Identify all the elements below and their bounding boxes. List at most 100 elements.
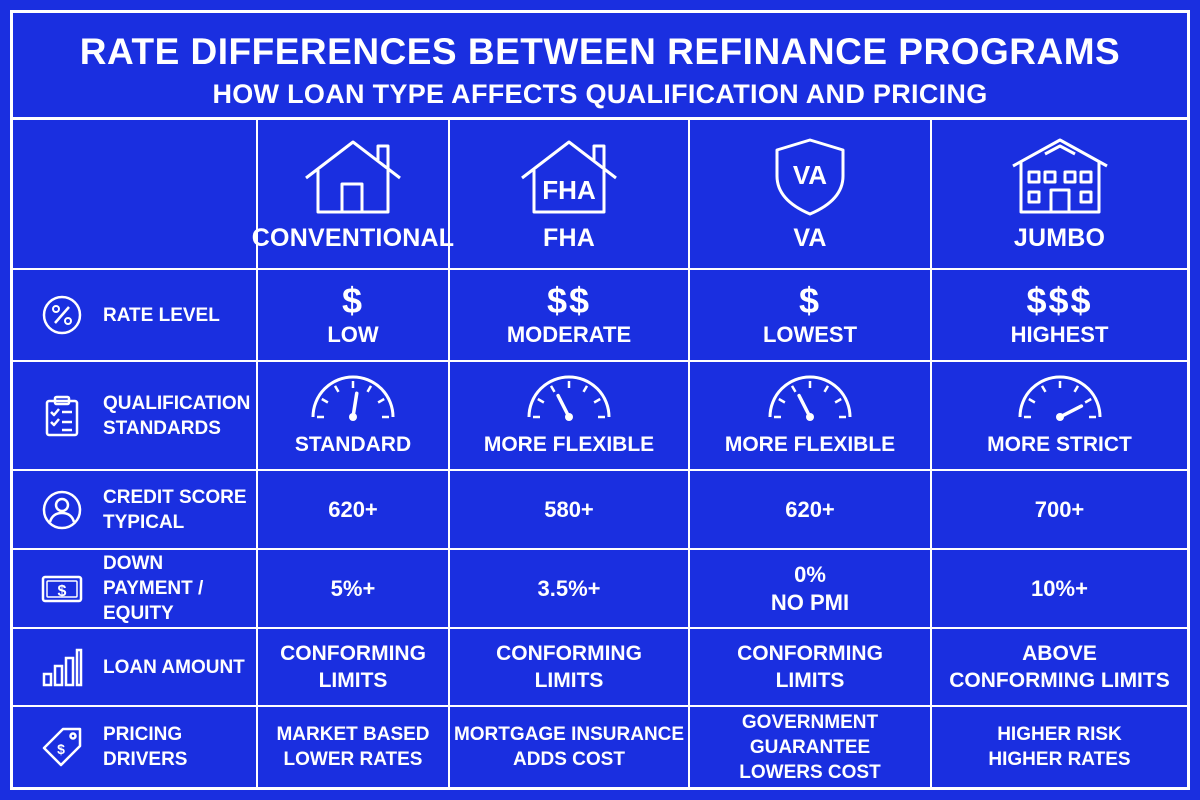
gauge-tick	[1072, 385, 1079, 393]
page-title: RATE DIFFERENCES BETWEEN REFINANCE PROGR…	[79, 31, 1121, 72]
qualification-value: STANDARD	[294, 433, 412, 456]
gauge-tick	[333, 385, 340, 393]
gauge-tick	[790, 385, 797, 393]
program-header-va: VA VA	[690, 120, 932, 270]
gauge-hub	[806, 413, 814, 421]
program-name: JUMBO	[1013, 223, 1106, 252]
down-payment-va: 0% NO PMI	[690, 550, 932, 629]
credit-score-fha: 580+	[450, 471, 690, 550]
qualification-fha: MORE FLEXIBLE	[450, 362, 690, 471]
credit-score-value: 580+	[544, 496, 594, 522]
gauge-icon	[311, 375, 395, 421]
qualification-conventional: STANDARD	[258, 362, 450, 471]
qualification-va: MORE FLEXIBLE	[690, 362, 932, 471]
qualification-value: MORE FLEXIBLE	[724, 433, 896, 456]
gauge-icon	[527, 375, 611, 421]
rate-symbol: $$	[546, 280, 592, 321]
program-name: FHA	[543, 223, 595, 252]
comparison-table-frame: RATE DIFFERENCES BETWEEN REFINANCE PROGR…	[10, 10, 1190, 790]
down-payment-fha: 3.5%+	[450, 550, 690, 629]
down-payment-value: 5%+	[330, 575, 376, 601]
row-label: RATE LEVEL	[103, 304, 220, 326]
row-label: QUALIFICATION STANDARDS	[103, 392, 251, 439]
row-header-down-payment: $ DOWN PAYMENT / EQUITY	[13, 550, 258, 629]
price-tag-icon: $	[42, 727, 82, 767]
qualification-jumbo: MORE STRICT	[932, 362, 1187, 471]
gauge-icon	[768, 375, 852, 421]
gauge-tick	[366, 385, 373, 393]
program-header-jumbo: JUMBO	[932, 120, 1187, 270]
gauge-arc	[768, 375, 852, 418]
percent-icon	[42, 295, 82, 335]
loan-amount-value: CONFORMING LIMITS	[496, 642, 642, 692]
program-header-fha: FHA FHA	[450, 120, 690, 270]
rate-level-va: $ LOWEST	[690, 270, 932, 362]
house-icon	[305, 140, 401, 213]
svg-text:$: $	[57, 741, 65, 757]
row-label: LOAN AMOUNT	[103, 656, 245, 678]
comparison-grid: CONVENTIONAL FHA FHA VA VA	[13, 120, 1187, 787]
rate-symbol: $	[341, 280, 365, 321]
row-header-qualification: QUALIFICATION STANDARDS	[13, 362, 258, 471]
row-label: DOWN PAYMENT / EQUITY	[103, 553, 204, 624]
pricing-driver-value: MARKET BASED LOWER RATES	[276, 724, 430, 770]
gauge-tick	[823, 385, 830, 393]
loan-amount-jumbo: ABOVE CONFORMING LIMITS	[932, 629, 1187, 707]
rate-value: LOWEST	[762, 322, 858, 347]
gauge-arc	[311, 375, 395, 418]
credit-score-value: 700+	[1034, 496, 1085, 522]
rate-symbol: $	[798, 280, 822, 321]
row-label: PRICING DRIVERS	[103, 724, 188, 770]
gauge-tick	[537, 397, 545, 404]
pricing-drivers-va: GOVERNMENT GUARANTEE LOWERS COST	[690, 707, 932, 787]
gauge-tick	[1027, 397, 1036, 404]
program-name: VA	[793, 223, 827, 252]
mansion-icon	[1011, 138, 1108, 213]
loan-amount-value: ABOVE CONFORMING LIMITS	[949, 642, 1170, 692]
gauge-tick	[321, 397, 329, 404]
row-header-loan-amount: LOAN AMOUNT	[13, 629, 258, 707]
loan-amount-va: CONFORMING LIMITS	[690, 629, 932, 707]
credit-score-value: 620+	[328, 496, 378, 522]
page-subtitle: HOW LOAN TYPE AFFECTS QUALIFICATION AND …	[212, 79, 988, 109]
gauge-tick	[549, 385, 556, 393]
gauge-hub	[565, 413, 573, 421]
gauge-tick	[778, 397, 786, 404]
header: RATE DIFFERENCES BETWEEN REFINANCE PROGR…	[13, 13, 1187, 120]
rate-value: MODERATE	[506, 322, 632, 347]
loan-amount-value: CONFORMING LIMITS	[737, 642, 883, 692]
fha-icon-text: FHA	[542, 175, 596, 205]
corner-cell	[13, 120, 258, 270]
credit-score-jumbo: 700+	[932, 471, 1187, 550]
down-payment-value: 10%+	[1031, 575, 1088, 601]
rate-value: LOW	[327, 322, 379, 347]
row-label: CREDIT SCORE TYPICAL	[103, 486, 247, 533]
gauge-tick	[377, 397, 385, 404]
user-circle-icon	[42, 490, 82, 529]
svg-text:$: $	[58, 583, 67, 600]
row-header-pricing-drivers: $ PRICING DRIVERS	[13, 707, 258, 787]
down-payment-value: 0% NO PMI	[770, 561, 850, 615]
rate-symbol: $$$	[1026, 280, 1093, 321]
loan-amount-fha: CONFORMING LIMITS	[450, 629, 690, 707]
pricing-drivers-jumbo: HIGHER RISK HIGHER RATES	[932, 707, 1187, 787]
gauge-tick	[834, 397, 842, 404]
dollar-bill-icon: $	[41, 575, 83, 602]
gauge-needle	[556, 393, 571, 419]
loan-amount-value: CONFORMING LIMITS	[280, 642, 426, 692]
rate-level-conventional: $ LOW	[258, 270, 450, 362]
gauge-hub	[349, 413, 357, 421]
credit-score-va: 620+	[690, 471, 932, 550]
bar-chart-icon	[42, 648, 83, 687]
pricing-drivers-conventional: MARKET BASED LOWER RATES	[258, 707, 450, 787]
down-payment-value: 3.5%+	[537, 575, 601, 601]
down-payment-jumbo: 10%+	[932, 550, 1187, 629]
row-header-credit-score: CREDIT SCORE TYPICAL	[13, 471, 258, 550]
rate-level-jumbo: $$$ HIGHEST	[932, 270, 1187, 362]
qualification-value: MORE STRICT	[987, 433, 1132, 456]
gauge-arc	[527, 375, 611, 418]
gauge-needle	[797, 393, 812, 419]
gauge-tick	[582, 385, 589, 393]
rate-value: HIGHEST	[1010, 322, 1109, 347]
va-icon-text: VA	[793, 160, 827, 190]
